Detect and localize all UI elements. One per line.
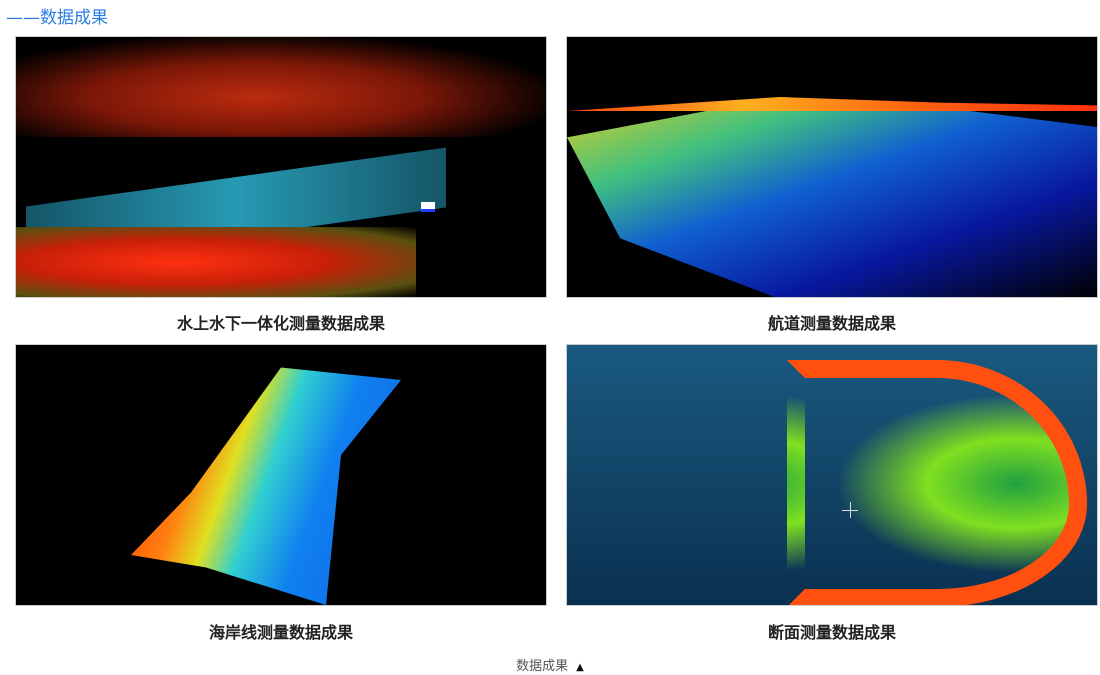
gallery-image-integrated-survey[interactable] bbox=[15, 36, 547, 298]
gallery-caption: 水上水下一体化测量数据成果 bbox=[176, 314, 385, 333]
gallery-caption: 断面测量数据成果 bbox=[767, 623, 896, 642]
gallery-image-cross-section-survey[interactable] bbox=[566, 344, 1098, 606]
triangle-up-icon: ▲ bbox=[576, 662, 584, 673]
gallery-image-coastline-survey[interactable] bbox=[15, 344, 547, 606]
section-title: ——数据成果 bbox=[6, 8, 108, 28]
collapse-toggle[interactable]: 数据成果 ▲ bbox=[0, 655, 1100, 674]
gallery-caption: 海岸线测量数据成果 bbox=[208, 623, 353, 642]
footer-label: 数据成果 bbox=[516, 659, 569, 674]
gallery-image-channel-survey[interactable] bbox=[566, 36, 1098, 298]
gallery-caption: 航道测量数据成果 bbox=[767, 314, 896, 333]
